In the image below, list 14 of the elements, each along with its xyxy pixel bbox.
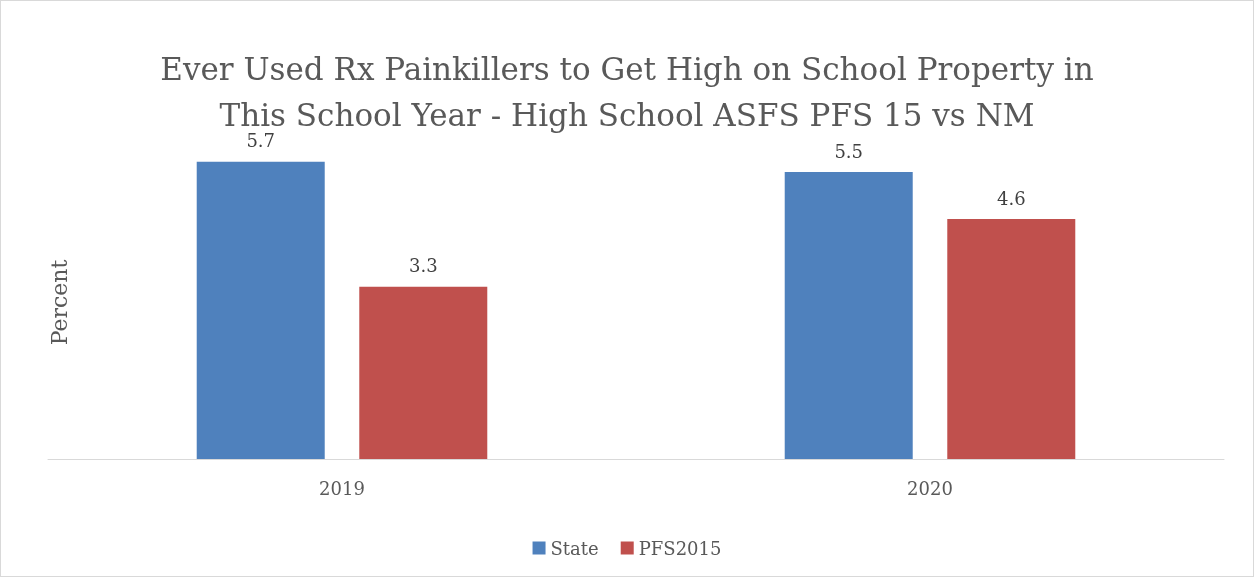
bar	[196, 161, 325, 459]
data-label: 5.7	[246, 130, 276, 152]
bar	[947, 219, 1076, 459]
data-label: 5.5	[834, 140, 864, 162]
bar	[359, 286, 488, 459]
legend-label: PFS2015	[638, 537, 722, 559]
x-tick-label: 2020	[907, 477, 953, 499]
bar	[784, 172, 913, 459]
x-tick-label: 2019	[319, 477, 365, 499]
y-axis-title: Percent	[46, 259, 72, 346]
data-label: 4.6	[996, 187, 1026, 209]
data-label: 3.3	[408, 255, 438, 277]
chart-title: Ever Used Rx Painkillers to Get High on School Property in This School Year - High School ASFS PFS 15 vs NM	[160, 51, 1094, 133]
legend-label: State	[550, 537, 599, 559]
